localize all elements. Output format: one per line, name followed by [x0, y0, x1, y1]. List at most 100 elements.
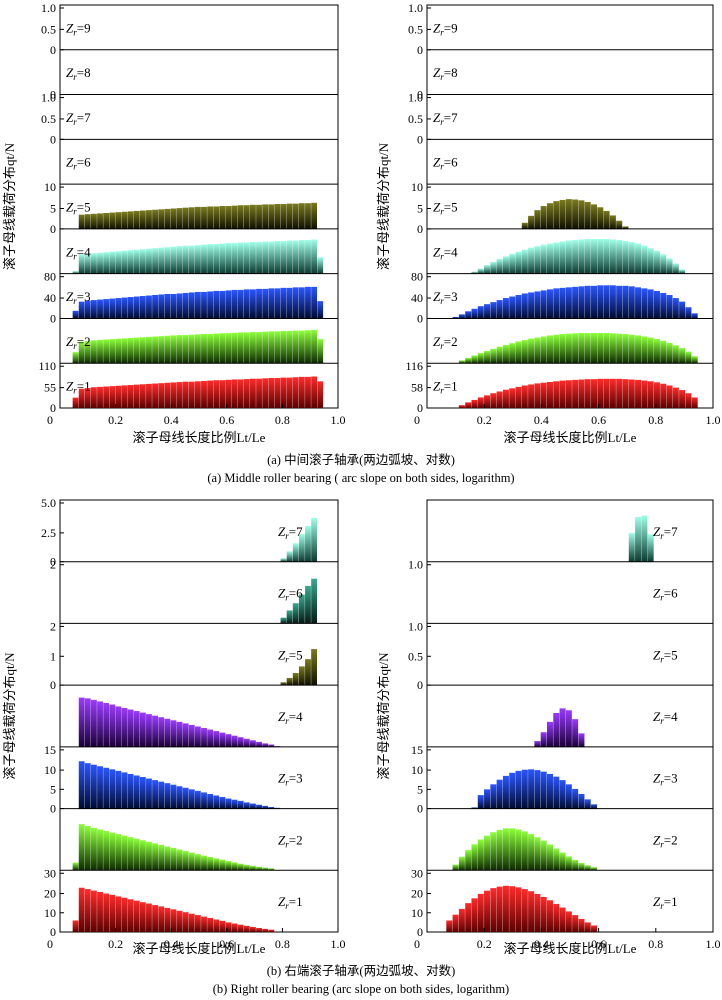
panel-label: Zr=5	[278, 647, 303, 664]
bar	[521, 249, 528, 274]
bar	[182, 292, 189, 319]
bar	[477, 268, 484, 274]
bar	[509, 772, 516, 809]
bar	[256, 866, 262, 871]
bar	[559, 287, 566, 319]
bar	[103, 702, 110, 747]
y-tick-label: 0	[417, 678, 423, 692]
bar	[305, 286, 311, 319]
x-tick-label: 0.4	[164, 937, 179, 951]
chart-a-left: 1.0 0.5 0 Zr=9 0 Zr=8 1.0 0.5 0 Zr=7 Zr=6 10 5 0 Zr=5 Z…	[2, 1, 346, 445]
bar	[534, 770, 541, 809]
bar	[139, 902, 146, 932]
panel-label: Zr=6	[66, 155, 91, 172]
bar	[565, 199, 572, 229]
y-tick-label: 15	[44, 743, 56, 757]
y-tick-label: 2.5	[41, 526, 56, 540]
bar	[628, 286, 635, 319]
bar	[237, 242, 244, 274]
panel-label: Zr=7	[653, 524, 678, 541]
bar	[477, 795, 484, 809]
bar	[194, 790, 201, 809]
bar	[540, 896, 547, 932]
y-tick-label: 1.0	[408, 91, 423, 105]
bar	[616, 378, 623, 408]
bar	[262, 867, 269, 871]
bar	[250, 204, 256, 229]
bar	[603, 378, 610, 408]
bar	[133, 900, 140, 932]
bar	[121, 338, 128, 364]
bar	[509, 828, 516, 871]
bar	[256, 741, 262, 747]
bar	[609, 215, 616, 229]
panel-label: Zr=1	[278, 894, 303, 911]
bar	[672, 298, 679, 319]
bar	[201, 792, 207, 809]
bar	[146, 778, 152, 809]
bar	[237, 205, 244, 229]
bar	[591, 239, 598, 274]
bar	[72, 397, 79, 408]
bar	[158, 209, 165, 229]
bar	[109, 386, 116, 408]
bar	[603, 210, 610, 229]
bar	[90, 300, 97, 319]
bar	[176, 786, 183, 809]
bar	[146, 248, 152, 274]
panel-zr-6: Zr=6	[60, 138, 338, 172]
bar	[292, 603, 299, 624]
bar	[225, 734, 232, 747]
bar	[584, 865, 591, 871]
bar	[471, 844, 478, 871]
y-tick-label: 0	[50, 401, 56, 415]
bar	[603, 332, 610, 364]
bar	[237, 289, 244, 319]
bar	[559, 241, 566, 274]
bar	[292, 673, 299, 686]
bar	[647, 289, 654, 319]
bar	[298, 287, 305, 319]
bar	[84, 340, 91, 364]
bar	[170, 246, 177, 274]
bar	[528, 834, 535, 871]
panel-zr-4: Zr=4	[60, 684, 338, 747]
bar	[477, 397, 484, 408]
bar	[292, 240, 299, 274]
bar	[158, 781, 165, 809]
bar	[578, 239, 585, 274]
bar	[127, 385, 134, 408]
panel-zr-3: 15 10 5 0 Zr=3	[411, 743, 713, 816]
y-tick-label: 5.0	[41, 496, 56, 510]
bar	[121, 897, 128, 932]
y-tick-label: 2	[50, 558, 56, 572]
bar	[565, 380, 572, 408]
panel-zr-3: 80 40 0 Zr=3	[44, 270, 338, 325]
bar	[243, 864, 250, 871]
bar	[305, 659, 311, 686]
bar	[170, 784, 177, 809]
bar	[546, 773, 553, 809]
bar	[207, 857, 214, 871]
bar	[572, 719, 579, 747]
bar	[515, 829, 522, 871]
bar	[311, 239, 318, 274]
bar	[274, 377, 281, 408]
bar	[262, 288, 269, 319]
bar	[540, 382, 547, 408]
bar	[496, 886, 503, 932]
bar	[231, 923, 238, 932]
bar	[553, 381, 560, 408]
bar	[213, 858, 220, 871]
bar	[628, 379, 635, 408]
bar	[213, 290, 220, 319]
y-tick-label: 10	[411, 180, 423, 194]
bar	[213, 333, 220, 364]
bar	[188, 789, 195, 809]
bar	[616, 285, 623, 319]
bar	[231, 243, 238, 274]
bar	[262, 743, 269, 747]
bar	[572, 333, 579, 364]
bar	[465, 311, 472, 319]
bar	[477, 306, 484, 319]
